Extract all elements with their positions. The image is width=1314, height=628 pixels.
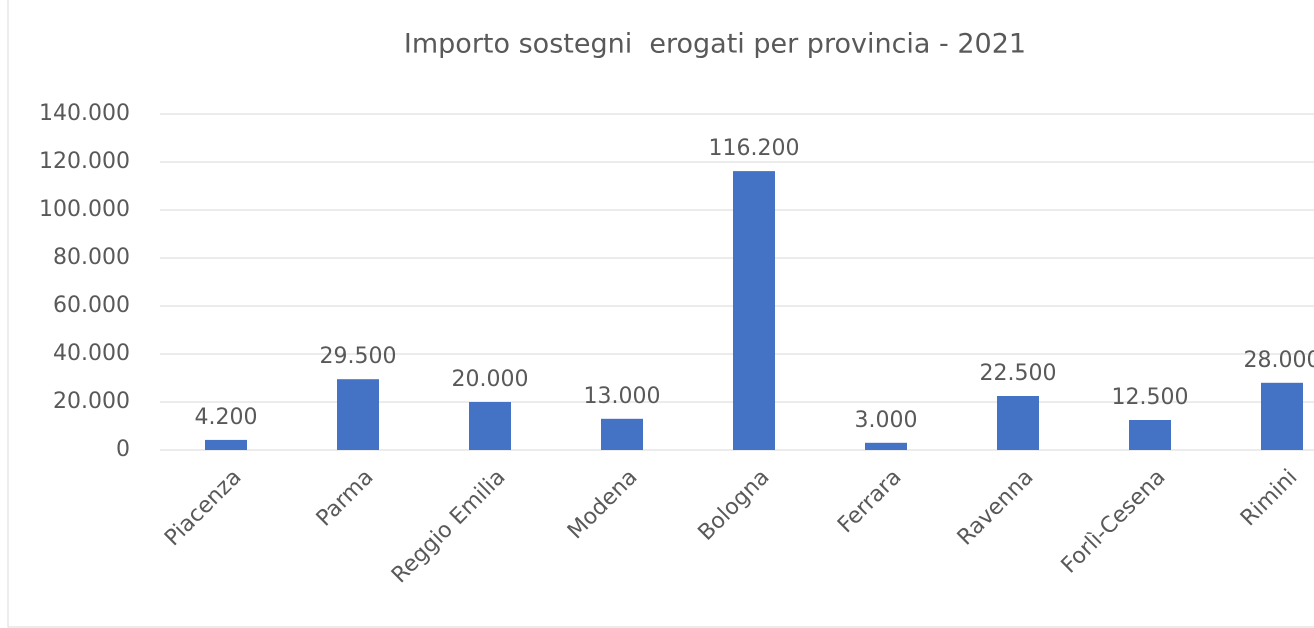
- data-label: 116.200: [709, 136, 800, 161]
- data-label: 4.200: [195, 405, 258, 430]
- bar: [733, 171, 775, 450]
- data-label: 22.500: [980, 361, 1057, 386]
- y-tick-label: 80.000: [53, 245, 130, 270]
- bar: [601, 418, 643, 450]
- chart-frame: [7, 0, 1314, 628]
- bar: [997, 396, 1039, 450]
- bar: [1129, 420, 1171, 450]
- y-tick-label: 60.000: [53, 293, 130, 318]
- y-tick-label: 0: [116, 437, 130, 462]
- bar: [337, 379, 379, 450]
- data-label: 12.500: [1112, 385, 1189, 410]
- y-tick-label: 100.000: [39, 197, 130, 222]
- y-tick-label: 140.000: [39, 101, 130, 126]
- data-label: 13.000: [584, 384, 661, 409]
- y-tick-label: 120.000: [39, 149, 130, 174]
- data-label: 29.500: [320, 344, 397, 369]
- bar: [205, 439, 247, 450]
- y-tick-label: 40.000: [53, 341, 130, 366]
- data-label: 3.000: [855, 408, 918, 433]
- bar: [1261, 382, 1303, 450]
- data-label: 28.000: [1244, 348, 1314, 373]
- bar: [865, 442, 907, 450]
- bar: [469, 402, 511, 450]
- data-label: 20.000: [452, 367, 529, 392]
- y-tick-label: 20.000: [53, 389, 130, 414]
- chart-title: Importo sostegni erogati per provincia -…: [404, 29, 1026, 60]
